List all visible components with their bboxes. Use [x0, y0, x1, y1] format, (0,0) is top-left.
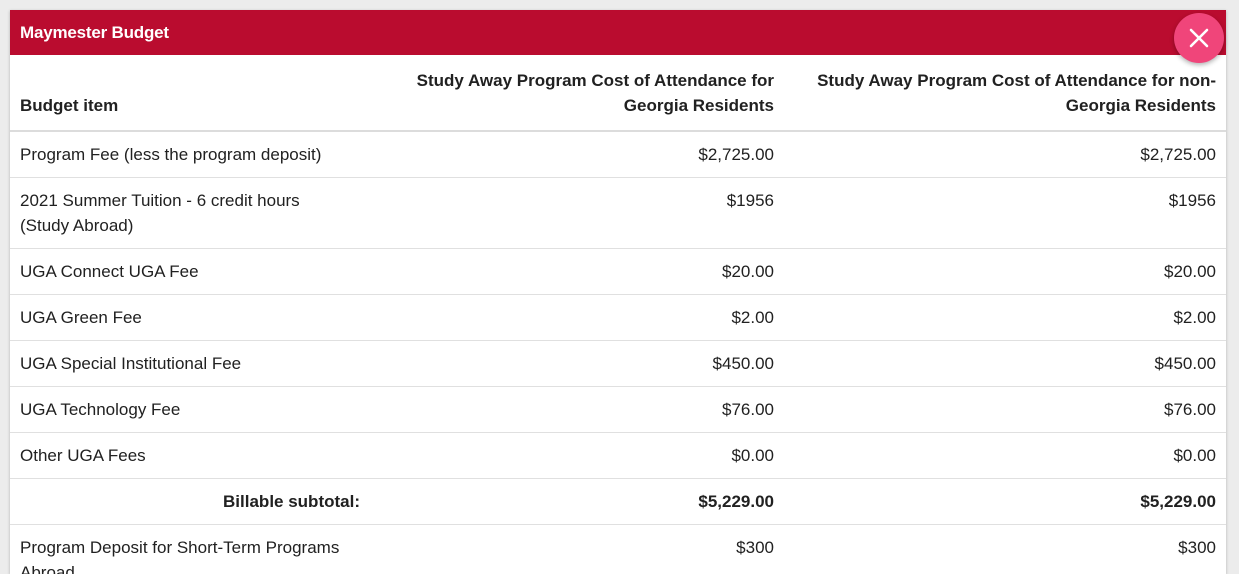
column-header-budget-item: Budget item — [10, 55, 370, 132]
column-header-georgia-residents: Study Away Program Cost of Attendance fo… — [370, 55, 784, 132]
georgia-cost-cell: $0.00 — [370, 432, 784, 479]
subtotal-label: Billable subtotal: — [10, 478, 370, 525]
subtotal-row: Billable subtotal: $5,229.00 $5,229.00 — [10, 478, 1226, 525]
budget-modal: Maymester Budget Budget item Study Away … — [10, 10, 1226, 574]
non-georgia-cost-cell: $76.00 — [784, 386, 1226, 433]
non-georgia-cost-cell: $20.00 — [784, 248, 1226, 295]
georgia-cost-cell: $450.00 — [370, 340, 784, 387]
budget-item-cell: Program Fee (less the program deposit) — [10, 131, 370, 178]
non-georgia-cost-cell: $300 — [784, 524, 1226, 574]
georgia-cost-cell: $1956 — [370, 177, 784, 249]
georgia-cost-cell: $76.00 — [370, 386, 784, 433]
table-row: UGA Connect UGA Fee $20.00 $20.00 — [10, 248, 1226, 295]
budget-table: Budget item Study Away Program Cost of A… — [10, 55, 1226, 574]
georgia-cost-cell: $2.00 — [370, 294, 784, 341]
table-row: 2021 Summer Tuition - 6 credit hours (St… — [10, 177, 1226, 249]
table-row: Program Deposit for Short-Term Programs … — [10, 524, 1226, 574]
table-row: UGA Green Fee $2.00 $2.00 — [10, 294, 1226, 341]
georgia-cost-cell: $2,725.00 — [370, 131, 784, 178]
georgia-subtotal-cell: $5,229.00 — [370, 478, 784, 525]
close-icon — [1189, 28, 1209, 48]
budget-item-cell: Program Deposit for Short-Term Programs … — [10, 524, 370, 574]
budget-item-cell: 2021 Summer Tuition - 6 credit hours (St… — [10, 177, 370, 249]
modal-title: Maymester Budget — [20, 22, 169, 42]
table-row: UGA Special Institutional Fee $450.00 $4… — [10, 340, 1226, 387]
non-georgia-subtotal-cell: $5,229.00 — [784, 478, 1226, 525]
table-row: UGA Technology Fee $76.00 $76.00 — [10, 386, 1226, 433]
close-button[interactable] — [1174, 13, 1224, 63]
budget-item-cell: UGA Green Fee — [10, 294, 370, 341]
georgia-cost-cell: $300 — [370, 524, 784, 574]
table-row: Program Fee (less the program deposit) $… — [10, 131, 1226, 178]
modal-header: Maymester Budget — [10, 10, 1226, 55]
budget-item-cell: UGA Connect UGA Fee — [10, 248, 370, 295]
non-georgia-cost-cell: $1956 — [784, 177, 1226, 249]
table-row: Other UGA Fees $0.00 $0.00 — [10, 432, 1226, 479]
non-georgia-cost-cell: $2,725.00 — [784, 131, 1226, 178]
non-georgia-cost-cell: $450.00 — [784, 340, 1226, 387]
non-georgia-cost-cell: $2.00 — [784, 294, 1226, 341]
non-georgia-cost-cell: $0.00 — [784, 432, 1226, 479]
georgia-cost-cell: $20.00 — [370, 248, 784, 295]
column-header-non-georgia-residents: Study Away Program Cost of Attendance fo… — [784, 55, 1226, 132]
budget-item-cell: Other UGA Fees — [10, 432, 370, 479]
budget-item-cell: UGA Special Institutional Fee — [10, 340, 370, 387]
budget-item-cell: UGA Technology Fee — [10, 386, 370, 433]
table-header-row: Budget item Study Away Program Cost of A… — [10, 55, 1226, 132]
